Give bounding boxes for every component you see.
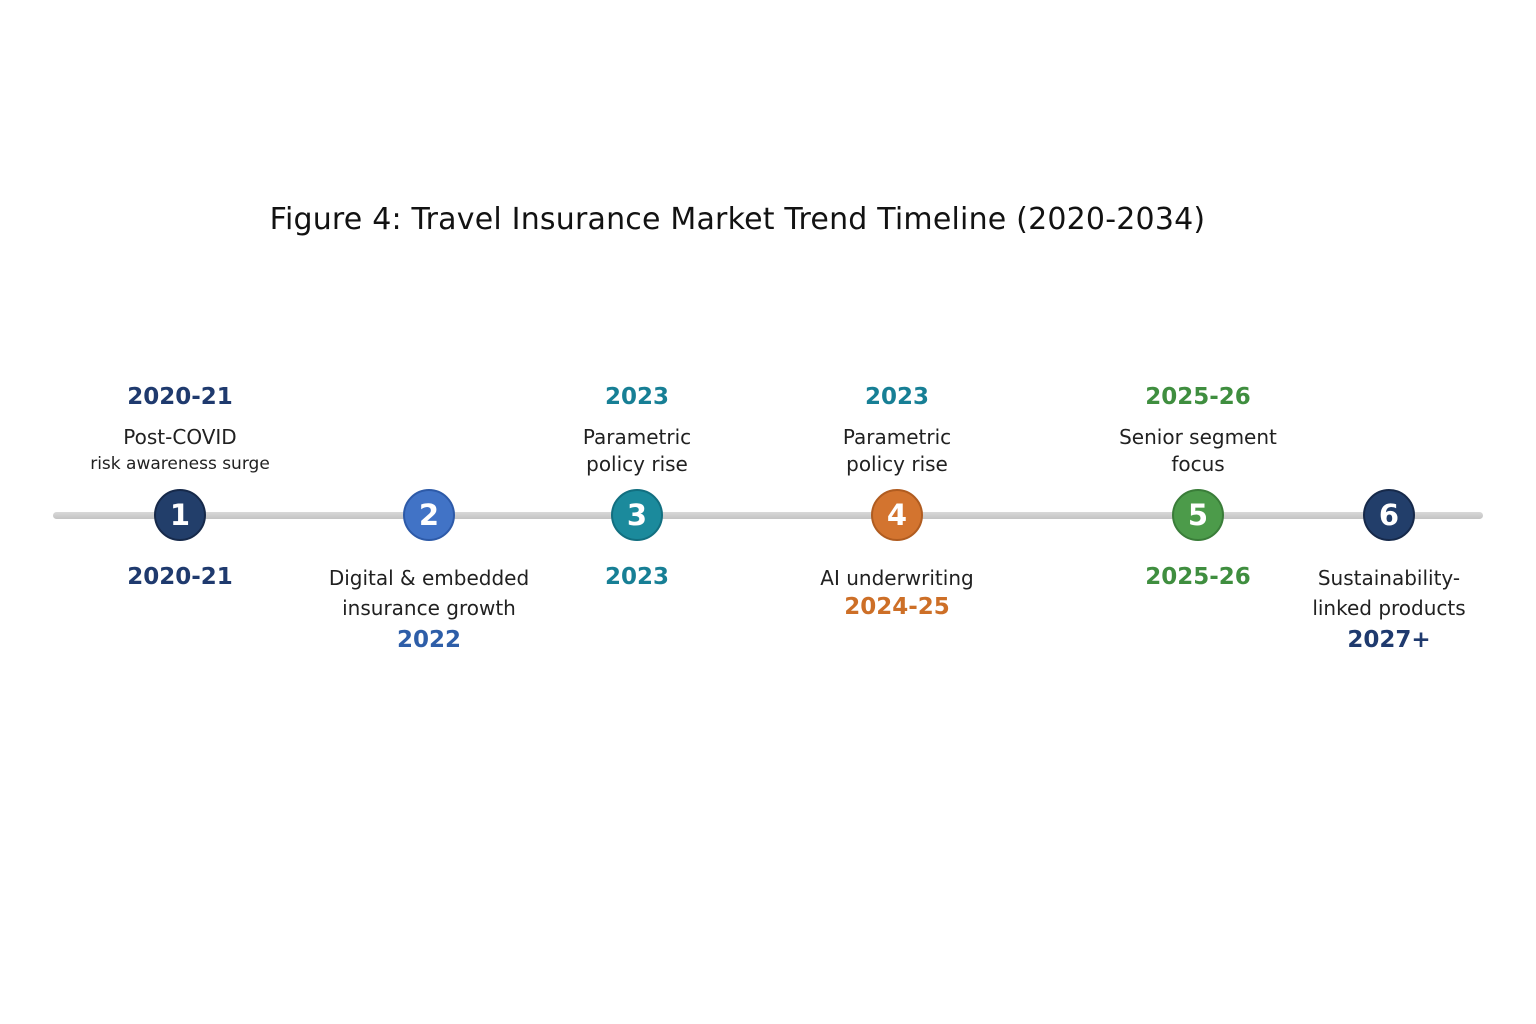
- node-4-below-label: AI underwriting 2024-25: [727, 563, 1067, 621]
- node-1-desc-line-1: Post-COVID: [123, 425, 237, 449]
- node-6-desc-line-1: Sustainability-: [1317, 566, 1461, 590]
- node-6-desc-line-2: linked products: [1312, 596, 1466, 620]
- node-4-above-label: 2023 Parametric policy rise: [727, 382, 1067, 478]
- node-6-below-label: Sustainability- linked products 2027+: [1219, 563, 1536, 654]
- node-5-year-below: 2025-26: [1145, 564, 1251, 590]
- node-1-desc-line-2: risk awareness surge: [90, 454, 270, 474]
- node-5-below-label: 2025-26: [1028, 563, 1368, 591]
- node-3-desc-line-1: Parametric: [582, 425, 692, 449]
- timeline-node-4: 2023 Parametric policy rise 4 AI underwr…: [727, 0, 1067, 1024]
- timeline-node-1: 2020-21 Post-COVID risk awareness surge …: [10, 0, 350, 1024]
- node-1-year-below: 2020-21: [127, 564, 233, 590]
- node-4-desc-below: AI underwriting: [820, 566, 974, 590]
- node-5-circle: 5: [1172, 489, 1224, 541]
- node-3-circle: 3: [611, 489, 663, 541]
- node-2-desc-line-2: insurance growth: [342, 596, 516, 620]
- node-4-year-above: 2023: [864, 384, 929, 410]
- node-4-year-below: 2024-25: [844, 594, 950, 620]
- timeline-node-2: 2 Digital & embedded insurance growth 20…: [259, 0, 599, 1024]
- node-1-year-above: 2020-21: [127, 384, 233, 410]
- figure-title: Figure 4: Travel Insurance Market Trend …: [269, 202, 1206, 237]
- node-4-desc-line-1: Parametric: [842, 425, 952, 449]
- node-3-desc-line-2: policy rise: [586, 452, 688, 476]
- node-2-year-below: 2022: [396, 627, 461, 653]
- timeline-axis-line: [53, 512, 1483, 519]
- node-2-below-label: Digital & embedded insurance growth 2022: [259, 563, 599, 654]
- node-1-circle: 1: [154, 489, 206, 541]
- node-5-year-above: 2025-26: [1145, 384, 1251, 410]
- node-5-desc-line-2: focus: [1171, 452, 1225, 476]
- node-3-above-label: 2023 Parametric policy rise: [467, 382, 807, 478]
- node-1-above-label: 2020-21 Post-COVID risk awareness surge: [10, 382, 350, 478]
- node-6-circle: 6: [1363, 489, 1415, 541]
- node-3-below-label: 2023: [467, 563, 807, 591]
- node-6-year-below: 2027+: [1347, 627, 1431, 653]
- node-5-desc-line-1: Senior segment: [1119, 425, 1277, 449]
- node-2-desc-line-1: Digital & embedded: [328, 566, 530, 590]
- timeline-node-6: 6 Sustainability- linked products 2027+: [1219, 0, 1536, 1024]
- node-3-year-above: 2023: [604, 384, 669, 410]
- node-3-year-below: 2023: [604, 564, 669, 590]
- node-5-above-label: 2025-26 Senior segment focus: [1028, 382, 1368, 478]
- node-4-circle: 4: [871, 489, 923, 541]
- node-1-below-label: 2020-21: [10, 563, 350, 591]
- timeline-node-5: 2025-26 Senior segment focus 5 2025-26: [1028, 0, 1368, 1024]
- node-4-desc-line-2: policy rise: [846, 452, 948, 476]
- timeline-node-3: 2023 Parametric policy rise 3 2023: [467, 0, 807, 1024]
- node-2-circle: 2: [403, 489, 455, 541]
